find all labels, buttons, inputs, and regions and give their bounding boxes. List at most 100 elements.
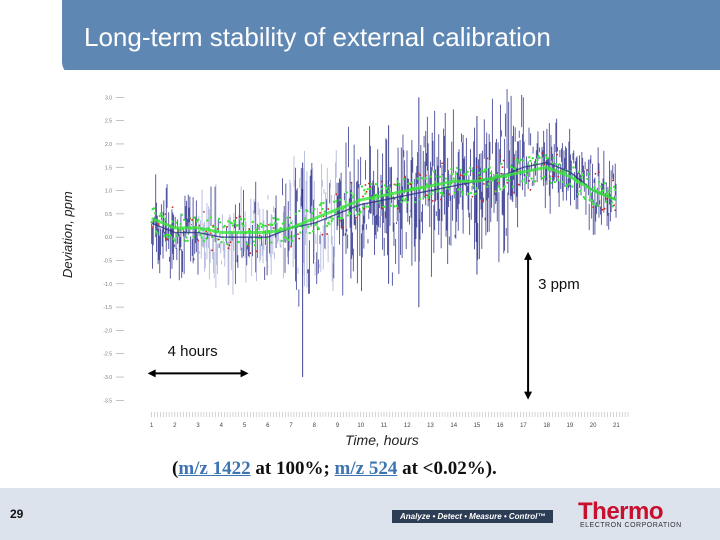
green-point [460, 190, 464, 194]
green-point [522, 159, 525, 162]
red-point [218, 238, 220, 241]
green-point [609, 187, 612, 190]
x-tick-label: 21 [613, 423, 620, 429]
green-point [286, 216, 289, 219]
red-point [247, 244, 249, 247]
green-point [271, 223, 274, 227]
green-point [594, 203, 597, 206]
green-point [360, 185, 364, 188]
green-point [175, 234, 179, 238]
green-point [260, 225, 264, 229]
green-point [320, 202, 323, 205]
green-point [379, 191, 382, 194]
y-tick-label: 2.0 [105, 142, 112, 148]
green-point [344, 200, 347, 204]
red-point [404, 176, 406, 179]
green-point [596, 204, 599, 208]
red-point [611, 179, 614, 182]
red-point [471, 195, 474, 198]
red-point [512, 191, 514, 194]
green-point [403, 199, 407, 202]
green-point [178, 229, 181, 232]
green-point [239, 217, 243, 221]
green-point [351, 196, 354, 199]
green-point [430, 192, 433, 195]
green-point [438, 175, 441, 179]
green-point [454, 172, 458, 175]
green-point [468, 166, 472, 170]
red-point [198, 224, 201, 227]
green-point [184, 239, 187, 242]
green-point [293, 234, 296, 238]
red-point [614, 209, 617, 212]
green-point [536, 159, 539, 162]
red-point [350, 181, 353, 184]
red-point [552, 171, 555, 174]
red-point [227, 247, 230, 250]
green-point [153, 211, 157, 215]
x-tick-label: 4 [220, 423, 224, 429]
green-point [285, 237, 288, 240]
green-point [472, 184, 475, 188]
header-band [62, 0, 720, 76]
green-point [552, 156, 555, 160]
green-point [485, 168, 488, 171]
green-point [571, 185, 574, 188]
green-point [171, 220, 174, 223]
green-point [350, 191, 353, 195]
green-point [180, 213, 184, 217]
series-points [150, 89, 617, 378]
x-tick-label: 16 [497, 423, 504, 429]
y-tick-label: -2.5 [103, 352, 112, 358]
green-point [174, 221, 178, 224]
green-point [397, 183, 401, 187]
green-point [442, 193, 445, 197]
green-point [268, 223, 272, 226]
mz-1422-link[interactable]: m/z 1422 [178, 458, 251, 479]
green-point [557, 178, 560, 181]
red-point [513, 157, 516, 160]
red-point [272, 227, 275, 229]
y-tick-label: 2.5 [105, 119, 112, 125]
green-point [284, 220, 287, 224]
green-point [182, 218, 186, 222]
green-point [332, 200, 336, 204]
red-point [290, 245, 292, 248]
green-point [533, 180, 537, 183]
logo-subtitle: ELECTRON CORPORATION [580, 522, 682, 529]
green-point [612, 185, 616, 189]
red-point [335, 193, 338, 196]
mz-524-link[interactable]: m/z 524 [334, 458, 398, 479]
green-point [404, 197, 408, 200]
green-point [388, 195, 392, 198]
green-point [314, 223, 317, 227]
green-point [264, 224, 267, 228]
x-tick-label: 9 [336, 423, 340, 429]
green-point [458, 187, 461, 191]
red-point [229, 241, 232, 244]
green-point [306, 209, 309, 213]
green-point [335, 199, 338, 203]
blue-trend-line [151, 161, 617, 238]
green-point [521, 180, 524, 183]
green-point [209, 216, 213, 219]
annotation-4-hours: 4 hours [167, 343, 218, 361]
green-point [608, 190, 611, 193]
green-point [508, 179, 511, 182]
green-point [186, 239, 189, 243]
red-point [586, 169, 589, 172]
slide-number: 29 [10, 507, 24, 521]
green-point [376, 198, 380, 201]
y-tick-label: -1.5 [103, 305, 112, 311]
red-point [441, 162, 443, 165]
red-point [592, 206, 595, 209]
green-point [299, 231, 302, 234]
green-point [423, 188, 426, 191]
green-point [495, 173, 498, 177]
green-point [496, 180, 500, 183]
y-tick-label: -2.0 [103, 328, 112, 334]
green-point [475, 187, 479, 190]
red-point [448, 193, 450, 196]
green-point [185, 236, 188, 239]
x-tick-label: 11 [381, 423, 388, 429]
